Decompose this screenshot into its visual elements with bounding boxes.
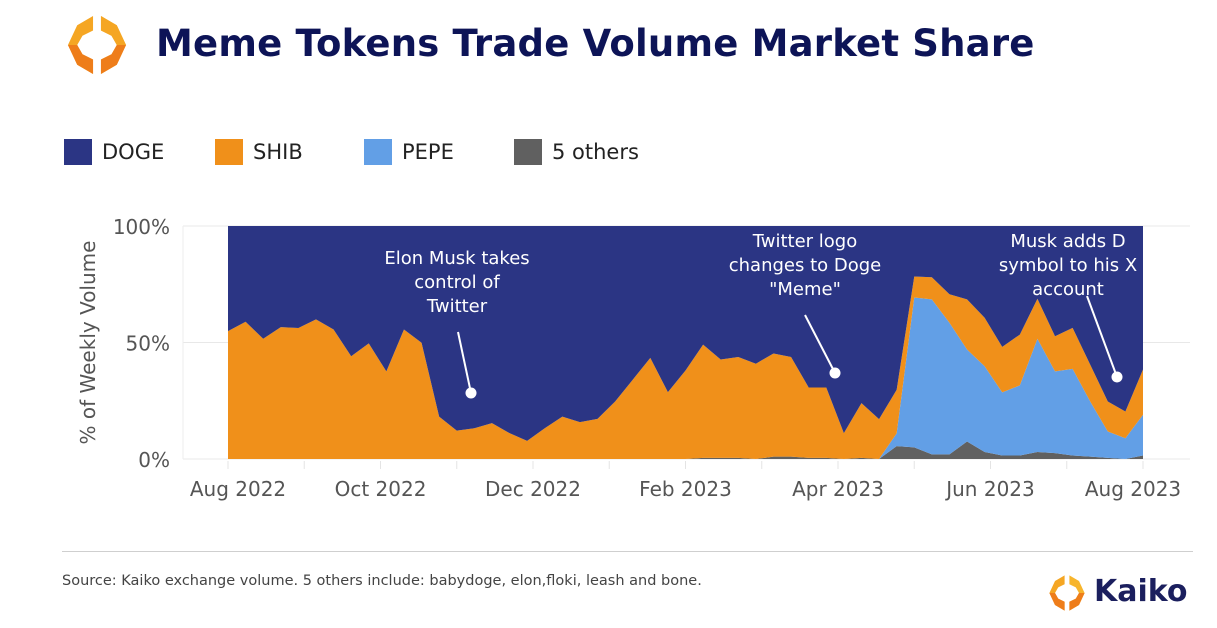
kaiko-wordmark: Kaiko — [1094, 574, 1188, 609]
x-tick-label: Oct 2022 — [335, 477, 427, 501]
area-pepe — [228, 297, 1143, 459]
legend-label: 5 others — [552, 140, 639, 164]
x-tick-label: Aug 2023 — [1085, 477, 1181, 501]
chart-area: Elon Musk takes control of Twitter Twitter … — [76, 215, 1190, 501]
annotation-text: Twitter logo — [752, 231, 858, 252]
y-tick-label: 50% — [126, 332, 170, 356]
legend-swatch-shib — [215, 139, 243, 165]
x-tick-label: Apr 2023 — [792, 477, 884, 501]
area-doge — [228, 226, 1143, 441]
legend-item-shib[interactable]: SHIB — [215, 138, 303, 166]
x-tick-label: Aug 2022 — [190, 477, 286, 501]
annotation-pointer — [804, 314, 836, 374]
y-tick-label: 0% — [138, 448, 170, 472]
x-tick-label: Dec 2022 — [485, 477, 581, 501]
brand-logo-icon — [67, 15, 127, 75]
annotation-text: Elon Musk takes — [384, 248, 529, 269]
chart-title: Meme Tokens Trade Volume Market Share — [156, 22, 1035, 65]
annotation-text: Musk adds D — [1010, 231, 1125, 252]
legend-swatch-doge — [64, 139, 92, 165]
legend-label: SHIB — [253, 140, 303, 164]
legend-item-pepe[interactable]: PEPE — [364, 138, 454, 166]
legend-swatch-others — [514, 139, 542, 165]
annotation-text: changes to Doge — [729, 255, 882, 276]
annotation-text: symbol to his X — [999, 255, 1137, 276]
annotation-text: Twitter — [426, 296, 488, 317]
annotation-dot — [1111, 371, 1123, 383]
area-shib — [228, 276, 1143, 459]
area-5-others — [228, 441, 1143, 459]
footer-divider — [62, 551, 1193, 552]
legend-item-others[interactable]: 5 others — [514, 138, 639, 166]
legend-swatch-pepe — [364, 139, 392, 165]
annotation-pointer — [457, 331, 472, 394]
annotation-text: "Meme" — [769, 279, 841, 300]
kaiko-logo-icon — [1049, 575, 1085, 611]
annotation-dot — [829, 367, 841, 379]
annotation-dot — [465, 387, 477, 399]
y-tick-label: 100% — [113, 215, 170, 239]
annotation-pointer — [1086, 295, 1118, 378]
legend-label: PEPE — [402, 140, 454, 164]
annotation-text: account — [1032, 279, 1104, 300]
source-note: Source: Kaiko exchange volume. 5 others … — [62, 573, 702, 589]
annotation-text: control of — [414, 272, 500, 293]
x-tick-label: Feb 2023 — [639, 477, 732, 501]
y-axis-title: % of Weekly Volume — [76, 241, 100, 445]
x-tick-label: Jun 2023 — [944, 477, 1035, 501]
legend-item-doge[interactable]: DOGE — [64, 138, 164, 166]
legend-label: DOGE — [102, 140, 165, 164]
